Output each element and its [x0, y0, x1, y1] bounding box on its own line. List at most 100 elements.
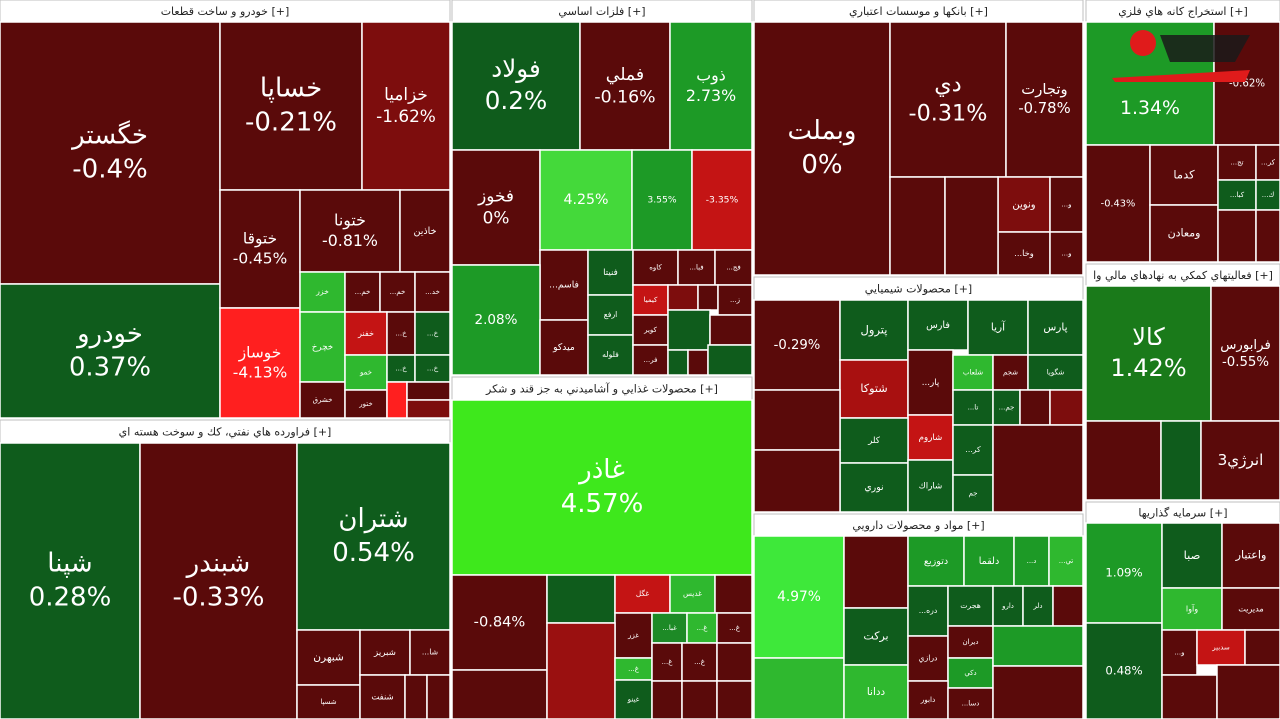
stock-tile[interactable]	[753, 299, 841, 391]
stock-tile[interactable]	[409, 629, 451, 676]
stock-tile[interactable]	[1085, 144, 1151, 263]
stock-tile[interactable]	[296, 629, 361, 686]
stock-tile[interactable]	[1049, 389, 1084, 426]
stock-tile[interactable]	[0, 21, 221, 285]
stock-tile[interactable]	[451, 669, 548, 719]
stock-tile[interactable]	[839, 359, 909, 419]
stock-tile[interactable]	[546, 574, 616, 624]
stock-tile[interactable]	[707, 344, 753, 376]
stock-tile[interactable]	[1013, 535, 1050, 587]
stock-tile[interactable]	[843, 607, 909, 666]
stock-tile[interactable]	[716, 642, 753, 682]
stock-tile[interactable]	[219, 307, 301, 419]
stock-tile[interactable]	[632, 344, 669, 376]
stock-tile[interactable]	[219, 21, 363, 191]
stock-tile[interactable]	[889, 176, 946, 276]
stock-tile[interactable]	[992, 625, 1084, 667]
sector-title[interactable]: خودرو و ساخت قطعات [+]	[161, 5, 290, 18]
stock-tile[interactable]	[947, 657, 994, 689]
stock-tile[interactable]	[1216, 664, 1280, 719]
stock-tile[interactable]	[587, 334, 634, 376]
stock-tile[interactable]	[947, 585, 994, 627]
stock-tile[interactable]	[907, 680, 949, 719]
stock-tile[interactable]	[714, 574, 753, 614]
stock-tile[interactable]	[631, 149, 693, 251]
stock-tile[interactable]	[1217, 209, 1257, 263]
stock-tile[interactable]	[539, 149, 633, 251]
stock-tile[interactable]	[1196, 629, 1246, 666]
stock-tile[interactable]	[907, 349, 954, 416]
stock-tile[interactable]	[843, 535, 909, 609]
stock-tile[interactable]	[1161, 674, 1218, 719]
stock-tile[interactable]	[992, 585, 1024, 627]
stock-tile[interactable]	[414, 311, 451, 356]
stock-tile[interactable]	[359, 629, 411, 676]
stock-tile[interactable]	[1149, 144, 1219, 206]
stock-tile[interactable]	[1049, 231, 1084, 276]
stock-tile[interactable]	[386, 381, 408, 419]
stock-tile[interactable]	[1022, 585, 1054, 627]
stock-tile[interactable]	[414, 271, 451, 313]
stock-tile[interactable]	[843, 664, 909, 719]
stock-tile[interactable]	[614, 679, 653, 719]
stock-tile[interactable]	[669, 574, 716, 614]
stock-tile[interactable]	[947, 687, 994, 719]
stock-tile[interactable]	[379, 271, 416, 313]
stock-tile[interactable]	[344, 311, 388, 356]
stock-tile[interactable]	[697, 284, 719, 311]
stock-tile[interactable]	[1085, 285, 1212, 422]
stock-tile[interactable]	[414, 354, 451, 383]
stock-tile[interactable]	[1149, 204, 1219, 263]
sector-title[interactable]: فلزات اساسي [+]	[558, 5, 645, 18]
stock-tile[interactable]	[451, 574, 548, 671]
stock-tile[interactable]	[451, 21, 581, 151]
stock-tile[interactable]	[0, 442, 141, 719]
stock-tile[interactable]	[296, 442, 451, 631]
stock-tile[interactable]	[1255, 179, 1280, 211]
stock-tile[interactable]	[1085, 522, 1163, 624]
stock-tile[interactable]	[992, 665, 1084, 719]
stock-tile[interactable]	[687, 349, 709, 376]
stock-tile[interactable]	[667, 284, 699, 311]
stock-tile[interactable]	[667, 309, 711, 351]
stock-tile[interactable]	[399, 189, 451, 273]
stock-tile[interactable]	[579, 21, 671, 151]
stock-tile[interactable]	[686, 612, 718, 644]
stock-tile[interactable]	[1210, 285, 1280, 422]
stock-tile[interactable]	[139, 442, 298, 719]
sector-title[interactable]: استخراج كانه هاي فلزي [+]	[1118, 5, 1248, 18]
stock-tile[interactable]	[669, 21, 753, 151]
stock-tile[interactable]	[907, 459, 954, 513]
stock-tile[interactable]	[1019, 389, 1051, 426]
stock-tile[interactable]	[967, 299, 1029, 356]
stock-tile[interactable]	[753, 21, 891, 276]
stock-tile[interactable]	[296, 684, 361, 719]
stock-tile[interactable]	[386, 311, 416, 356]
sector-title[interactable]: سرمايه گذاريها [+]	[1138, 507, 1227, 520]
sector-title[interactable]: مواد و محصولات دارويي [+]	[852, 519, 984, 532]
stock-tile[interactable]	[632, 284, 669, 316]
stock-tile[interactable]	[451, 399, 753, 576]
stock-tile[interactable]	[1161, 587, 1223, 631]
stock-tile[interactable]	[681, 680, 718, 719]
sector-title[interactable]: بانكها و موسسات اعتباري [+]	[849, 5, 988, 18]
stock-tile[interactable]	[1200, 420, 1280, 501]
stock-tile[interactable]	[539, 249, 589, 321]
stock-tile[interactable]	[406, 381, 451, 401]
stock-tile[interactable]	[361, 21, 451, 191]
stock-tile[interactable]	[404, 674, 428, 719]
stock-tile[interactable]	[944, 176, 999, 276]
stock-tile[interactable]	[651, 680, 683, 719]
stock-tile[interactable]	[1085, 420, 1162, 501]
stock-tile[interactable]	[952, 474, 994, 513]
stock-tile[interactable]	[839, 417, 909, 464]
stock-tile[interactable]	[614, 612, 653, 659]
stock-tile[interactable]	[716, 680, 753, 719]
stock-tile[interactable]	[717, 284, 753, 316]
stock-tile[interactable]	[1244, 629, 1280, 666]
stock-tile[interactable]	[651, 612, 688, 644]
sector-title[interactable]: محصولات غذايي و آشاميدني به جز قند و شكر…	[485, 382, 718, 396]
stock-tile[interactable]	[677, 249, 716, 286]
stock-tile[interactable]	[709, 314, 753, 346]
stock-tile[interactable]	[753, 657, 845, 719]
